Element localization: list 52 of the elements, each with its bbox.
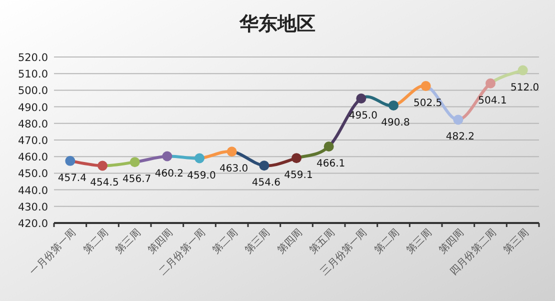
y-tick-label: 470.0 [18, 135, 48, 147]
x-tick-label: 第三周 [113, 226, 143, 256]
x-tick-label: 第二周 [80, 226, 111, 256]
x-tick-label: 第三周 [501, 226, 531, 256]
x-tick-label: 第四周 [146, 226, 176, 256]
data-label: 459.0 [187, 170, 216, 182]
x-tick-label: 第二周 [372, 226, 402, 256]
point [420, 81, 431, 92]
point [130, 157, 140, 168]
point [388, 100, 398, 110]
point [65, 156, 76, 166]
x-tick-label: 第三周 [242, 226, 272, 256]
point [324, 141, 334, 152]
data-label: 502.5 [414, 98, 442, 110]
y-tick-label: 500.0 [18, 85, 48, 98]
point [518, 65, 528, 76]
data-label: 490.8 [381, 117, 410, 128]
y-tick-label: 490.0 [18, 102, 48, 114]
y-tick-label: 450.0 [18, 168, 48, 180]
y-tick-label: 480.0 [18, 118, 48, 130]
point [162, 151, 172, 162]
data-label: 457.4 [58, 172, 86, 184]
y-tick-label: 430.0 [18, 201, 48, 214]
point [194, 153, 204, 164]
point [292, 153, 302, 164]
data-label: 466.1 [316, 158, 346, 170]
data-label: 482.2 [446, 132, 474, 143]
x-tick-label: 第四周 [436, 226, 466, 256]
data-label: 460.2 [154, 168, 184, 180]
data-label: 454.5 [90, 178, 119, 189]
data-label: 504.1 [478, 95, 507, 106]
data-label: 463.0 [220, 164, 248, 175]
x-tick-label: 第四周 [274, 226, 305, 256]
point [356, 94, 366, 104]
y-tick-label: 510.0 [18, 68, 48, 81]
data-label: 459.1 [284, 170, 313, 182]
y-tick-label: 440.0 [18, 184, 48, 197]
x-tick-label: 第三周 [404, 226, 434, 256]
data-label: 456.7 [122, 174, 152, 186]
chart-title: 华东地区 [238, 13, 316, 35]
y-tick-label: 460.0 [18, 152, 48, 164]
point [453, 114, 464, 125]
point [259, 160, 270, 171]
point [98, 160, 108, 171]
point [486, 78, 496, 88]
y-tick-label: 520.0 [18, 52, 48, 64]
data-label: 512.0 [510, 82, 540, 94]
point [226, 146, 237, 157]
x-tick-label: 第五周 [307, 226, 337, 256]
x-tick-label: 第二周 [210, 226, 240, 256]
data-label: 495.0 [348, 110, 378, 122]
data-label: 454.6 [252, 178, 280, 189]
